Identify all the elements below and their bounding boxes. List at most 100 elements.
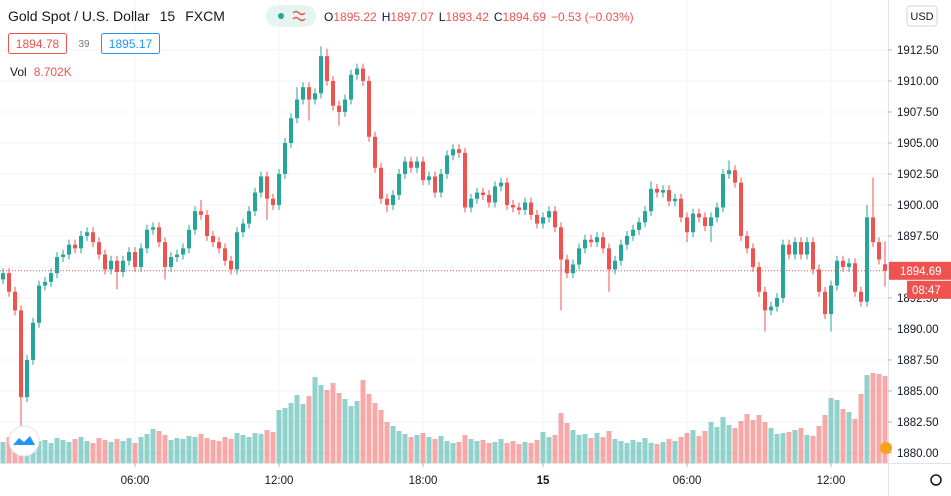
candle-body	[265, 176, 269, 199]
volume-bar	[534, 440, 540, 463]
candle-body	[13, 291, 17, 311]
volume-bar	[732, 428, 738, 463]
candle-body	[751, 248, 755, 267]
x-tick-label: 18:00	[409, 475, 438, 487]
volume-bar	[402, 434, 408, 463]
volume-bar	[576, 435, 582, 463]
candle-body	[277, 173, 281, 205]
candle-body	[289, 118, 293, 143]
candle-body	[121, 260, 125, 272]
interval: 15	[160, 8, 176, 24]
candle-body	[601, 237, 605, 249]
ask-box[interactable]	[101, 33, 160, 54]
candle-body	[409, 161, 413, 168]
market-status[interactable]	[266, 5, 316, 27]
candle-body	[295, 99, 299, 119]
candle-body	[877, 242, 881, 260]
volume-bar	[714, 427, 720, 463]
volume-bar	[804, 435, 810, 463]
volume-bar	[690, 430, 696, 463]
y-tick-label: 1902.50	[897, 169, 939, 181]
volume-bar	[264, 430, 270, 463]
candle-body	[115, 260, 119, 272]
logo[interactable]	[8, 425, 40, 457]
volume-bar	[84, 441, 90, 463]
volume-title: Vol	[10, 65, 27, 79]
event-icon[interactable]	[880, 442, 892, 454]
price-tag-label: 1894.69	[900, 266, 942, 278]
volume-value: 8.702K	[34, 65, 72, 79]
candle-body	[307, 87, 311, 100]
candle-body	[721, 173, 725, 208]
volume-bar	[114, 439, 120, 463]
candle-body	[439, 173, 443, 193]
volume-bar	[660, 442, 666, 463]
volume-bar	[756, 415, 762, 463]
candle-body	[841, 260, 845, 267]
volume-bar	[516, 444, 522, 463]
volume-bar	[420, 433, 426, 463]
candle-body	[151, 227, 155, 230]
candle-body	[763, 291, 767, 311]
volume-bar	[522, 442, 528, 463]
volume-bar	[228, 439, 234, 463]
y-tick-label: 1890.00	[897, 324, 939, 336]
candle-body	[673, 198, 677, 202]
volume-bar	[858, 394, 864, 463]
candle-body	[589, 239, 593, 243]
volume-bar	[330, 383, 336, 463]
candle-body	[613, 260, 617, 270]
volume-bar	[162, 435, 168, 463]
candle-body	[187, 229, 191, 249]
volume-bar	[456, 442, 462, 463]
ohlc-prefix: O	[324, 10, 333, 24]
candle-body	[49, 273, 53, 282]
candle-body	[481, 192, 485, 196]
candle-body	[109, 260, 113, 270]
candle-body	[433, 176, 437, 193]
volume-bar	[828, 398, 834, 463]
volume-bar	[864, 375, 870, 463]
candle-body	[235, 232, 239, 270]
volume-bar	[780, 433, 786, 463]
volume-bar	[324, 390, 330, 463]
ask: 1895.17	[109, 37, 153, 51]
candle-body	[247, 211, 251, 224]
volume-bar	[846, 412, 852, 463]
candle-body	[817, 269, 821, 292]
volume-bar	[384, 422, 390, 463]
volume-bar	[180, 439, 186, 463]
candle-body	[139, 248, 143, 267]
candle-body	[463, 152, 467, 208]
candle-body	[619, 244, 623, 261]
candle-body	[799, 242, 803, 255]
high-value: 1897.07	[390, 10, 434, 24]
candle-body	[787, 244, 791, 255]
candle-body	[55, 257, 59, 274]
candle-body	[523, 202, 527, 210]
chart-title: Gold Spot / U.S. Dollar 15 FXCM	[8, 8, 225, 24]
candle-body	[145, 229, 149, 249]
volume-bar	[540, 432, 546, 463]
volume-bar	[102, 440, 108, 463]
volume-bar	[618, 441, 624, 463]
volume-bar	[774, 434, 780, 463]
volume-bar	[276, 410, 282, 463]
candle-body	[133, 252, 137, 267]
candle-body	[571, 264, 575, 274]
volume-bar	[834, 400, 840, 463]
candle-body	[445, 155, 449, 174]
low-value: 1893.42	[445, 10, 489, 24]
currency-box[interactable]	[906, 5, 938, 27]
ohlc-prefix: L	[439, 10, 446, 24]
settings-icon[interactable]	[930, 474, 942, 486]
volume-bar	[642, 438, 648, 463]
candle-body	[493, 186, 497, 203]
volume-bar	[150, 429, 156, 463]
candle-body	[871, 217, 875, 243]
volume-bar	[636, 442, 642, 463]
candle-body	[211, 235, 215, 243]
bid-box[interactable]	[8, 33, 67, 54]
volume-bar	[252, 433, 258, 463]
